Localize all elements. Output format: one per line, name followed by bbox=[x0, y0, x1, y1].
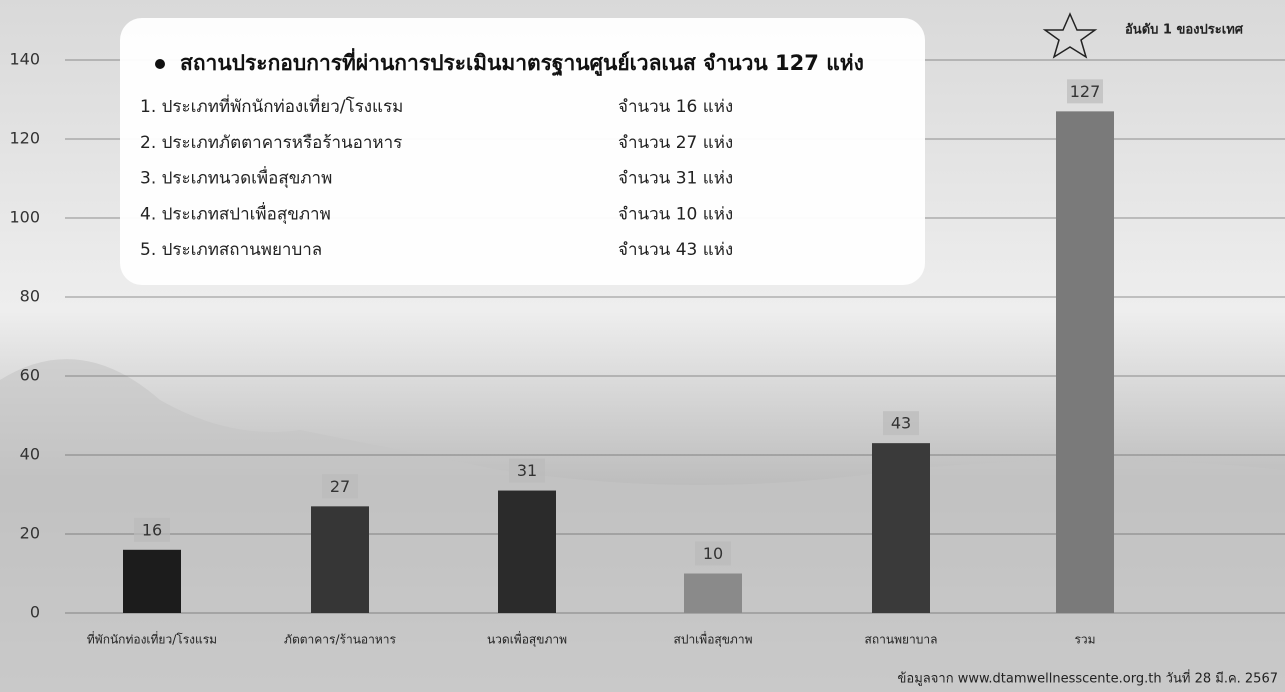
x-tick-label: นวดเพื่อสุขภาพ bbox=[487, 631, 567, 648]
y-tick-label: 60 bbox=[20, 366, 40, 385]
x-tick-label: สปาเพื่อสุขภาพ bbox=[674, 631, 753, 648]
bullet bbox=[155, 59, 165, 69]
y-tick-label: 0 bbox=[30, 603, 40, 622]
info-count: จำนวน 31 แห่ง bbox=[618, 169, 733, 189]
info-label: 3. ประเภทนวดเพื่อสุขภาพ bbox=[140, 166, 332, 189]
info-label: 5. ประเภทสถานพยาบาล bbox=[140, 240, 322, 260]
source: ข้อมูลจาก www.dtamwellnesscente.org.th ว… bbox=[898, 670, 1278, 687]
info-label: 2. ประเภทภัตตาคารหรือร้านอาหาร bbox=[140, 133, 402, 153]
info-title: สถานประกอบการที่ผ่านการประเมินมาตรฐานศูน… bbox=[180, 47, 864, 77]
bar bbox=[872, 443, 930, 613]
x-tick-label: รวม bbox=[1074, 633, 1095, 647]
bar bbox=[311, 506, 369, 613]
y-tick-label: 100 bbox=[9, 208, 40, 227]
info-count: จำนวน 27 แห่ง bbox=[618, 133, 733, 153]
value-label: 10 bbox=[703, 544, 723, 563]
bar bbox=[684, 574, 742, 614]
y-tick-label: 80 bbox=[20, 287, 40, 306]
value-label: 16 bbox=[142, 520, 162, 539]
x-tick-label: ที่พักนักท่องเที่ยว/โรงแรม bbox=[87, 631, 217, 647]
value-label: 43 bbox=[891, 414, 911, 433]
info-count: จำนวน 10 แห่ง bbox=[618, 204, 733, 224]
bar bbox=[498, 491, 556, 613]
badge: อันดับ 1 ของประเทศ bbox=[1125, 23, 1244, 38]
y-tick-label: 120 bbox=[9, 129, 40, 148]
x-tick-label: ภัตตาคาร/ร้านอาหาร bbox=[284, 633, 396, 647]
y-tick-label: 40 bbox=[20, 445, 40, 464]
info-count: จำนวน 16 แห่ง bbox=[618, 97, 733, 117]
bar bbox=[1056, 111, 1114, 613]
bar bbox=[123, 550, 181, 613]
value-label: 27 bbox=[330, 477, 350, 496]
chart: 0 20 40 60 80 100 120 140 สถานประกอบการที่ผ่านก… bbox=[0, 0, 1285, 692]
value-label: 127 bbox=[1070, 82, 1101, 101]
info-label: 4. ประเภทสปาเพื่อสุขภาพ bbox=[140, 201, 331, 224]
value-label: 31 bbox=[517, 461, 537, 480]
y-tick-label: 140 bbox=[9, 50, 40, 69]
info-label: 1. ประเภทที่พักนักท่องเที่ยว/โรงแรม bbox=[140, 94, 403, 117]
y-tick-label: 20 bbox=[20, 524, 40, 543]
info-count: จำนวน 43 แห่ง bbox=[618, 240, 733, 260]
x-tick-label: สถานพยาบาล bbox=[865, 633, 938, 647]
